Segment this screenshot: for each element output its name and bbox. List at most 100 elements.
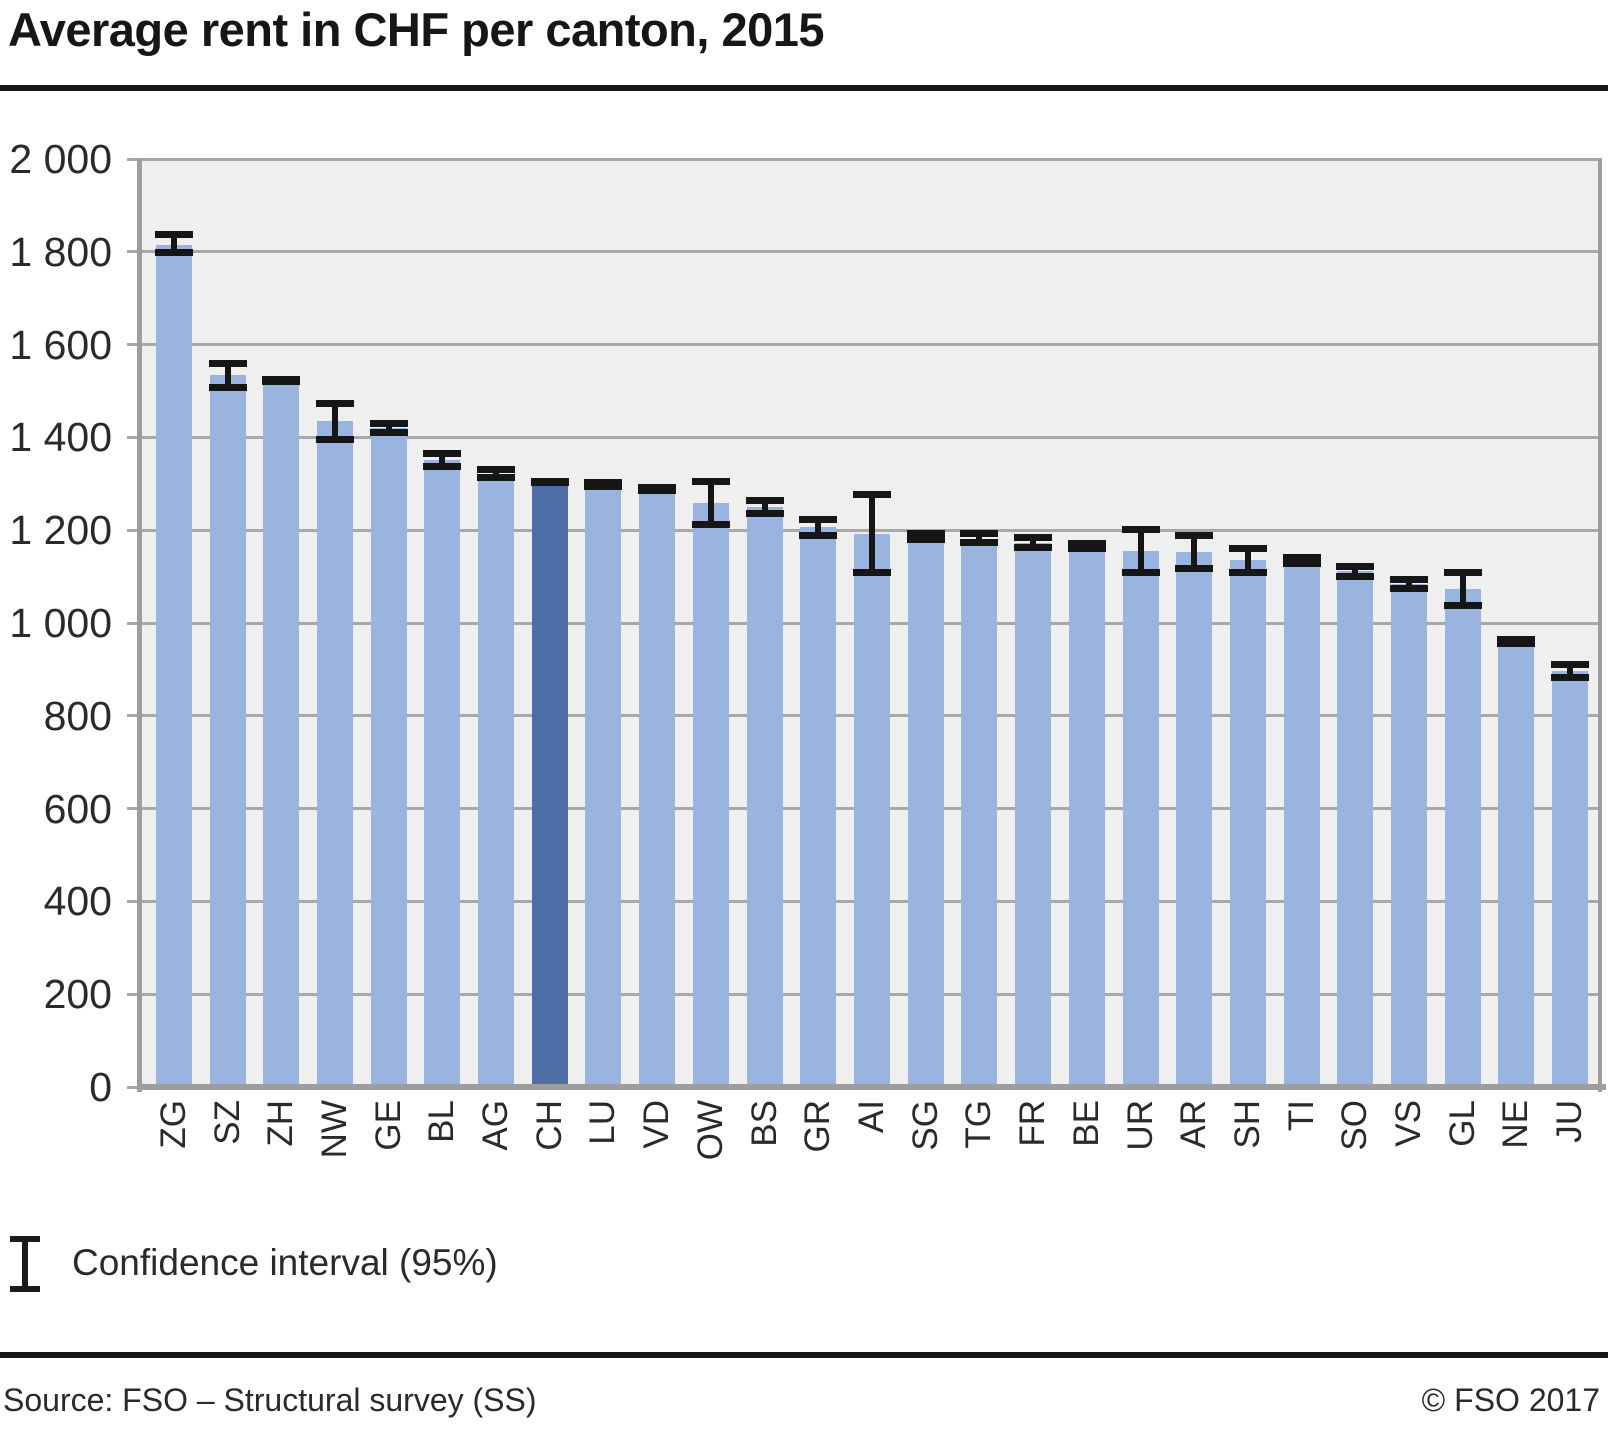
footer-divider-rule [0,1352,1608,1358]
gridline-1400 [142,435,1602,439]
y-axis-label: 1 200 [9,507,112,554]
ci-cap-bottom-SH [1228,569,1267,577]
ci-line-TG [976,530,983,547]
x-axis-label-BL: BL [422,1100,462,1143]
ci-cap-top-NE [1497,635,1536,643]
ci-line-JU [1567,660,1574,681]
ci-cap-bottom-VD [638,486,677,494]
y-axis-label: 600 [43,785,112,832]
x-axis-label-AR: AR [1174,1100,1214,1149]
ci-line-SO [1352,563,1359,580]
y-axis-label: 800 [43,692,112,739]
ci-cap-bottom-TG [960,539,999,547]
y-axis-tick-1400 [127,435,142,439]
ci-cap-top-TG [960,530,999,538]
ci-cap-top-VS [1390,576,1429,584]
bar-CH [531,482,568,1085]
ci-cap-top-AR [1175,532,1214,540]
ci-cap-bottom-GR [799,531,838,539]
ci-cap-top-AI [853,490,891,498]
ci-line-AR [1191,532,1198,572]
x-axis-label-ZG: ZG [153,1100,193,1149]
bar-ZG [155,244,192,1085]
right-plot-border [1598,159,1602,1092]
y-axis-label: 1 400 [9,414,112,461]
x-axis-label-GR: GR [798,1100,838,1153]
bar-NW [316,421,353,1085]
ci-cap-top-AG [477,466,516,474]
ci-cap-top-UR [1121,526,1160,534]
ci-line-GE [385,419,392,436]
y-axis-tick-1000 [127,621,142,625]
x-axis-label-SG: SG [905,1100,945,1151]
ci-cap-bottom-AG [477,474,516,482]
ci-cap-top-SZ [208,360,247,368]
ci-line-GR [815,515,822,539]
y-axis-tick-400 [127,899,142,903]
x-axis-label-AG: AG [476,1100,516,1151]
bar-BL [424,460,461,1085]
y-axis-line [137,159,142,1092]
x-axis-label-SZ: SZ [207,1100,247,1145]
ci-cap-bottom-SO [1336,572,1375,580]
x-axis-label-GE: GE [368,1100,408,1151]
y-axis-tick-1600 [127,343,142,347]
ci-cap-top-OW [691,478,730,486]
ci-cap-top-JU [1551,660,1590,668]
ci-cap-bottom-CH [530,478,569,486]
x-axis-label-JU: JU [1550,1100,1590,1143]
ci-cap-top-SG [906,530,945,538]
y-axis-label: 2 000 [9,136,112,182]
y-axis-label: 1 600 [9,321,112,368]
ci-cap-bottom-UR [1121,568,1160,576]
legend-label: Confidence interval (95%) [72,1242,498,1283]
x-axis-label-CH: CH [529,1100,569,1151]
bar-ZH [263,380,300,1085]
ci-line-FR [1030,534,1037,552]
ci-cap-bottom-NW [315,435,354,443]
ci-line-OW [707,478,714,528]
ci-line-BS [761,497,768,518]
y-axis-tick-200 [127,992,142,996]
ci-line-AI [869,490,875,577]
ci-cap-top-GE [369,419,408,427]
ci-cap-bottom-ZH [262,378,301,386]
y-axis-label: 1 000 [9,600,112,646]
x-axis-label-UR: UR [1120,1100,1160,1151]
ci-cap-top-TI [1282,554,1321,562]
ci-cap-top-BE [1067,540,1106,548]
bar-AG [478,474,515,1085]
bar-LU [585,484,622,1085]
x-axis-label-BE: BE [1066,1100,1106,1147]
ci-cap-bottom-LU [584,483,623,491]
ci-cap-bottom-FR [1014,544,1053,552]
bar-VD [639,488,676,1085]
x-axis-label-NW: NW [314,1100,354,1159]
bar-FR [1015,542,1052,1085]
bar-UR [1122,551,1159,1085]
x-axis-label-TG: TG [959,1100,999,1149]
bar-BE [1068,546,1105,1085]
bar-AI [854,533,890,1085]
ci-cap-bottom-JU [1551,673,1590,681]
error-bar-stem [22,1236,28,1292]
error-bar-icon [10,1236,40,1292]
y-axis-tick-600 [127,807,142,811]
y-axis-tick-0 [127,1085,142,1089]
ci-cap-top-SH [1228,545,1267,553]
gridline-1600 [142,343,1602,347]
x-axis-label-LU: LU [583,1100,623,1145]
bar-SO [1337,571,1374,1085]
x-axis-label-SO: SO [1335,1100,1375,1151]
ci-cap-bottom-ZG [154,249,193,257]
ci-cap-bottom-SG [906,536,945,544]
bar-JU [1552,671,1589,1085]
ci-cap-top-ZG [154,230,193,238]
chart-title: Average rent in CHF per canton, 2015 [8,3,825,56]
y-axis-tick-1200 [127,528,142,532]
x-axis-line [137,1084,1606,1090]
ci-cap-top-SO [1336,563,1375,571]
ci-cap-bottom-OW [691,520,730,528]
footer-copyright: © FSO 2017 [1421,1382,1600,1418]
